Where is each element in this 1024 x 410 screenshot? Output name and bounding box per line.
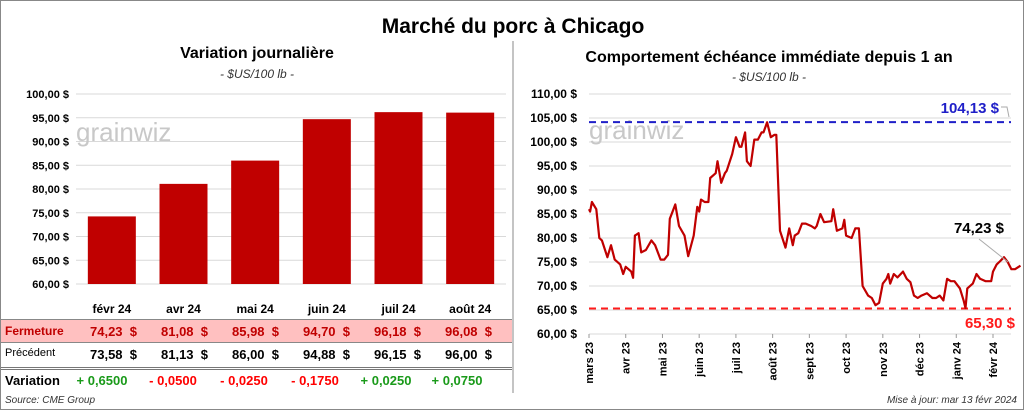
cell-value: + 0,6500	[76, 373, 128, 388]
x-tick-label: févr 24	[92, 302, 131, 316]
last-leader	[978, 238, 1009, 263]
y-tick-label: 70,00 $	[32, 232, 69, 244]
bar-chart-unit: - $US/100 lb -	[219, 67, 295, 81]
y-tick-label: 80,00 $	[537, 231, 577, 245]
bar	[446, 112, 495, 285]
bar	[302, 119, 351, 284]
y-tick-label: 95,00 $	[537, 159, 577, 173]
y-tick-label: 100,00 $	[26, 89, 69, 101]
cell-value: + 0,0750	[431, 373, 483, 388]
high-label: 104,13 $	[941, 100, 1000, 117]
line-chart: 60,00 $ 65,00 $ 70,00 $ 75,00 $ 80,00 $ 85,00…	[530, 87, 1022, 384]
cell-value: 73,58 $	[90, 347, 137, 362]
cell-value: - 0,0500	[149, 373, 197, 388]
y-tick-label: 100,00 $	[530, 135, 577, 149]
cell-value: 86,00 $	[232, 347, 279, 362]
cell-value: 81,08 $	[161, 324, 208, 339]
cell-value: 94,70 $	[303, 324, 350, 339]
update-note: Mise à jour: mar 13 févr 2024	[886, 395, 1017, 406]
cell-value: - 0,0250	[220, 373, 268, 388]
y-tick-label: 65,00 $	[32, 255, 69, 267]
x-tick-label: juil 24	[380, 302, 415, 316]
y-tick-label: 90,00 $	[32, 137, 69, 149]
x-tick-label: mai 23	[657, 342, 669, 376]
bar	[87, 216, 136, 284]
table-row-variation: Variation + 0,6500 - 0,0500 - 0,0250 - 0,175…	[1, 369, 512, 391]
y-tick-label: 75,00 $	[537, 255, 577, 269]
x-tick-label: janv 24	[951, 341, 963, 380]
x-tick-label: août 24	[449, 302, 491, 316]
y-tick-label: 80,00 $	[32, 184, 69, 196]
x-tick-label: avr 24	[166, 302, 201, 316]
x-tick-label: août 23	[768, 342, 780, 381]
bar-chart-title: Variation journalière	[180, 45, 334, 62]
y-tick-label: 90,00 $	[537, 183, 577, 197]
price-line	[588, 121, 1022, 310]
table-row-précédent: Précédent 73,58 $ 81,13 $ 86,00 $ 94,88 $ 96,…	[1, 343, 512, 370]
y-tick-label: 60,00 $	[537, 327, 577, 341]
watermark-logo: grainwiz	[76, 117, 171, 147]
y-tick-label: 70,00 $	[537, 279, 577, 293]
x-tick-label: juin 23	[694, 342, 706, 378]
cell-value: + 0,0250	[360, 373, 412, 388]
source-note: Source: CME Group	[5, 395, 96, 406]
y-tick-label: 110,00 $	[531, 87, 577, 101]
x-tick-label: oct 23	[841, 342, 853, 374]
row-label: Précédent	[5, 347, 56, 359]
table-header	[1, 297, 512, 319]
x-tick-label: juil 23	[731, 342, 743, 374]
cell-value: 85,98 $	[232, 324, 279, 339]
cell-value: - 0,1750	[291, 373, 339, 388]
cell-value: 96,15 $	[374, 347, 421, 362]
cell-value: 94,88 $	[303, 347, 350, 362]
x-tick-label: avr 23	[621, 342, 633, 374]
row-label: Fermeture	[5, 324, 64, 338]
cell-value: 81,13 $	[161, 347, 208, 362]
last-label: 74,23 $	[954, 220, 1005, 237]
x-tick-label: juin 24	[307, 302, 346, 316]
x-tick-label: mai 24	[236, 302, 274, 316]
bar	[159, 183, 208, 284]
bar	[231, 160, 280, 284]
y-tick-label: 95,00 $	[32, 113, 69, 125]
line-chart-title: Comportement échéance immédiate depuis 1…	[585, 49, 953, 66]
y-tick-label: 85,00 $	[32, 160, 69, 172]
y-tick-label: 75,00 $	[32, 208, 69, 220]
x-tick-label: nov 23	[878, 342, 890, 377]
cell-value: 96,08 $	[445, 324, 492, 339]
y-tick-label: 85,00 $	[537, 207, 577, 221]
cell-value: 74,23 $	[90, 324, 137, 339]
low-label: 65,30 $	[965, 315, 1016, 332]
line-chart-unit: - $US/100 lb -	[731, 70, 807, 84]
watermark-logo: grainwiz	[589, 115, 684, 145]
bar-chart: 60,00 $ 65,00 $ 70,00 $ 75,00 $ 80,00 $ 85,00…	[26, 89, 506, 316]
cell-value: 96,00 $	[445, 347, 492, 362]
bar	[374, 112, 423, 285]
table-row-fermeture: Fermeture 74,23 $ 81,08 $ 85,98 $ 94,70 $ 96,…	[1, 319, 512, 343]
high-leader	[1001, 106, 1010, 118]
x-tick-label: févr 24	[988, 341, 1000, 377]
y-tick-label: 65,00 $	[537, 303, 577, 317]
y-tick-label: 105,00 $	[530, 111, 577, 125]
page-title: Marché du porc à Chicago	[381, 15, 645, 38]
x-tick-label: déc 23	[915, 342, 927, 376]
row-label: Variation	[5, 373, 60, 388]
y-tick-label: 60,00 $	[32, 279, 69, 291]
x-tick-label: mars 23	[584, 342, 596, 384]
x-tick-label: sept 23	[804, 342, 816, 380]
cell-value: 96,18 $	[374, 324, 421, 339]
